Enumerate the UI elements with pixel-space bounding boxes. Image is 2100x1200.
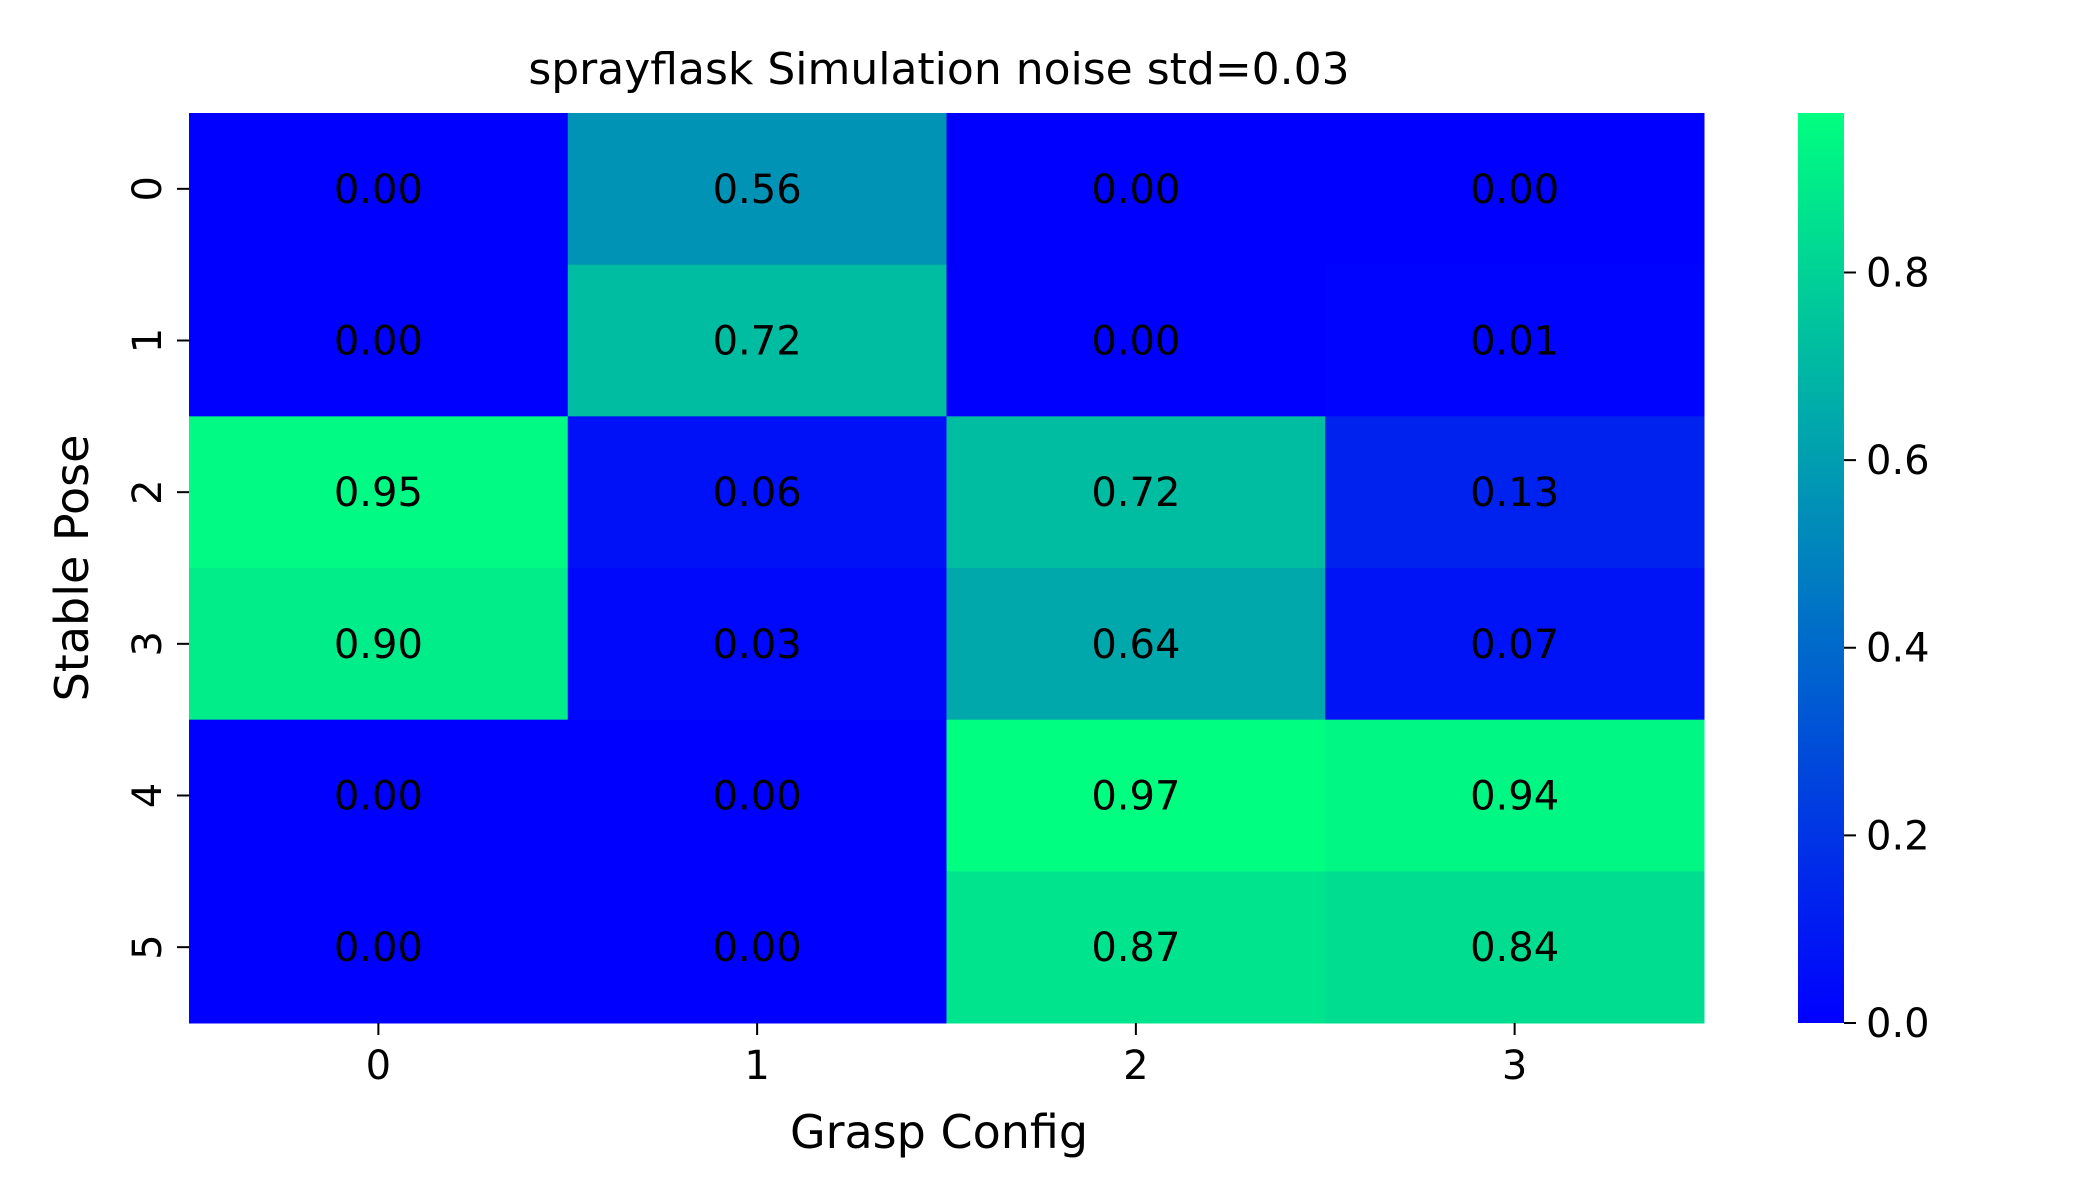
colorbar-tick-label: 0.4 bbox=[1866, 626, 1930, 672]
y-tick-label: 3 bbox=[125, 631, 171, 656]
cell-value-label: 0.03 bbox=[713, 622, 802, 668]
cell-value-label: 0.13 bbox=[1470, 470, 1559, 516]
heatmap-cell bbox=[567, 719, 947, 872]
y-tick-label: 5 bbox=[125, 934, 171, 959]
heatmap-cell bbox=[946, 264, 1326, 417]
colorbar-ticks: 0.0 0.2 0.4 0.6 0.8 bbox=[1844, 250, 1930, 1047]
cell-value-label: 0.00 bbox=[334, 925, 423, 971]
heatmap-cells bbox=[189, 113, 1705, 1024]
x-tick-label: 1 bbox=[744, 1043, 769, 1089]
heatmap-cell bbox=[189, 113, 569, 266]
x-tick-label: 0 bbox=[366, 1043, 391, 1089]
colorbar bbox=[1798, 113, 1844, 1023]
x-axis: 0 1 2 3 bbox=[366, 1023, 1527, 1089]
chart-title: sprayflask Simulation noise std=0.03 bbox=[528, 44, 1349, 95]
x-tick-label: 3 bbox=[1502, 1043, 1527, 1089]
colorbar-tick-label: 0.6 bbox=[1866, 438, 1930, 484]
cell-value-label: 0.00 bbox=[713, 774, 802, 820]
y-tick-label: 2 bbox=[125, 479, 171, 504]
heatmap-cell bbox=[946, 568, 1326, 721]
cell-value-label: 0.00 bbox=[334, 319, 423, 365]
heatmap-cell bbox=[1325, 719, 1705, 872]
y-tick-label: 4 bbox=[125, 783, 171, 808]
colorbar-tick-label: 0.8 bbox=[1866, 250, 1930, 296]
cell-value-label: 0.00 bbox=[1470, 167, 1559, 213]
heatmap-cell bbox=[946, 416, 1326, 569]
heatmap-cell bbox=[567, 264, 947, 417]
heatmap-cell-labels: 0.00 0.56 0.00 0.00 0.00 0.72 0.00 0.01 0.95 0.06… bbox=[334, 167, 1559, 971]
cell-value-label: 0.72 bbox=[1091, 470, 1180, 516]
heatmap-cell bbox=[1325, 871, 1705, 1024]
heatmap-cell bbox=[946, 871, 1326, 1024]
heatmap-cell bbox=[567, 416, 947, 569]
cell-value-label: 0.87 bbox=[1091, 925, 1180, 971]
heatmap-cell bbox=[189, 719, 569, 872]
heatmap-cell bbox=[946, 113, 1326, 266]
x-axis-label: Grasp Config bbox=[790, 1105, 1088, 1159]
y-axis: 0 1 2 3 4 5 bbox=[125, 176, 189, 960]
heatmap-cell bbox=[567, 568, 947, 721]
heatmap-cell bbox=[189, 568, 569, 721]
cell-value-label: 0.90 bbox=[334, 622, 423, 668]
cell-value-label: 0.07 bbox=[1470, 622, 1559, 668]
heatmap-cell bbox=[567, 871, 947, 1024]
cell-value-label: 0.84 bbox=[1470, 925, 1559, 971]
cell-value-label: 0.00 bbox=[713, 925, 802, 971]
heatmap-cell bbox=[189, 416, 569, 569]
y-axis-label: Stable Pose bbox=[45, 435, 99, 702]
heatmap-cell bbox=[1325, 264, 1705, 417]
cell-value-label: 0.72 bbox=[713, 319, 802, 365]
y-tick-label: 1 bbox=[125, 328, 171, 353]
cell-value-label: 0.00 bbox=[334, 774, 423, 820]
cell-value-label: 0.00 bbox=[334, 167, 423, 213]
heatmap-cell bbox=[567, 113, 947, 266]
cell-value-label: 0.56 bbox=[713, 167, 802, 213]
colorbar-tick-label: 0.0 bbox=[1866, 1001, 1930, 1047]
cell-value-label: 0.94 bbox=[1470, 774, 1559, 820]
colorbar-tick-label: 0.2 bbox=[1866, 813, 1930, 859]
cell-value-label: 0.00 bbox=[1091, 319, 1180, 365]
heatmap-cell bbox=[946, 719, 1326, 872]
cell-value-label: 0.95 bbox=[334, 470, 423, 516]
heatmap-cell bbox=[1325, 568, 1705, 721]
heatmap-cell bbox=[189, 871, 569, 1024]
heatmap-cell bbox=[1325, 416, 1705, 569]
heatmap-cell bbox=[1325, 113, 1705, 266]
y-tick-label: 0 bbox=[125, 176, 171, 201]
cell-value-label: 0.06 bbox=[713, 470, 802, 516]
cell-value-label: 0.97 bbox=[1091, 774, 1180, 820]
cell-value-label: 0.00 bbox=[1091, 167, 1180, 213]
cell-value-label: 0.64 bbox=[1091, 622, 1180, 668]
heatmap-cell bbox=[189, 264, 569, 417]
x-tick-label: 2 bbox=[1123, 1043, 1148, 1089]
cell-value-label: 0.01 bbox=[1470, 319, 1559, 365]
